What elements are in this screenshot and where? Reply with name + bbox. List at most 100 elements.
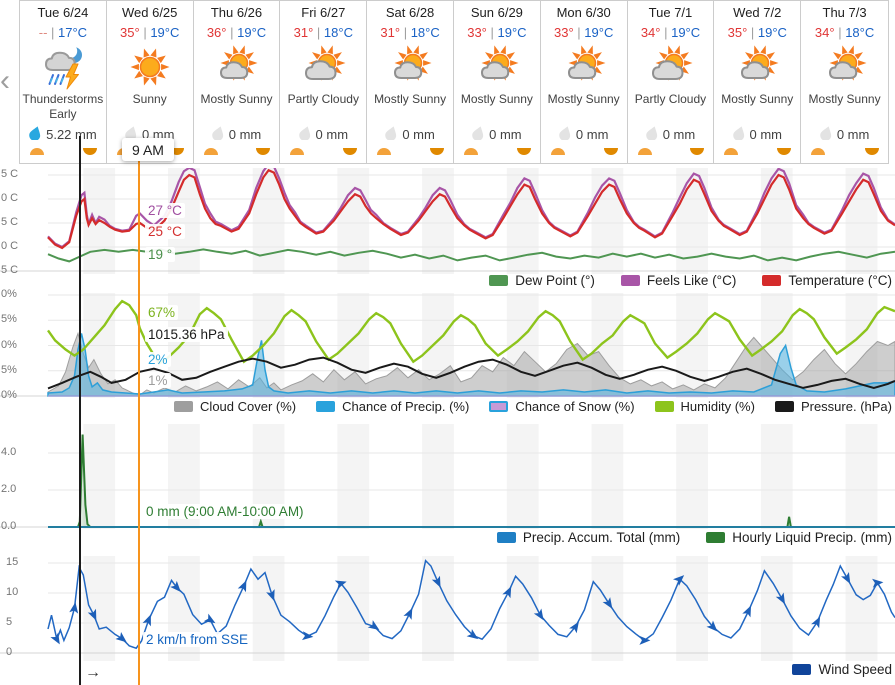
sunrise-icon xyxy=(724,148,739,155)
legend-swatch xyxy=(774,401,794,412)
wind-arrow-marker xyxy=(266,589,275,602)
hover-value-chip: 1015.36 hPa xyxy=(145,327,228,342)
pressure-line xyxy=(47,356,895,390)
legend-item[interactable]: Wind Speed xyxy=(792,662,892,677)
raindrop-icon xyxy=(472,125,485,143)
forecast-card-sat-6-28[interactable]: Sat 6/28 31° | 18°C Mostly Sunny 0 mm xyxy=(367,1,454,163)
card-condition: Mostly Sunny xyxy=(460,92,533,106)
card-sun-markers xyxy=(367,145,453,159)
forecast-card-tue-7-1[interactable]: Tue 7/1 34° | 19°C Partly Cloudy 0 mm xyxy=(628,1,715,163)
hover-value-chip: 2 km/h from SSE xyxy=(143,632,252,647)
card-precip: 0 mm xyxy=(732,125,783,143)
card-condition: Mostly Sunny xyxy=(374,92,447,106)
legend-item[interactable]: Humidity (%) xyxy=(654,399,755,414)
card-precip: 0 mm xyxy=(125,125,175,143)
legend-label: Chance of Precip. (%) xyxy=(342,399,470,414)
precip-amount: 0 mm xyxy=(315,126,349,142)
precip-amount: 0 mm xyxy=(662,126,696,142)
day-band xyxy=(337,556,370,661)
legend-item[interactable]: Chance of Precip. (%) xyxy=(316,399,469,414)
raindrop-icon xyxy=(645,125,659,143)
card-condition: Mostly Sunny xyxy=(721,92,794,106)
legend-item[interactable]: Pressure. (hPa) xyxy=(774,399,892,414)
legend-item[interactable]: Chance of Snow (%) xyxy=(489,399,635,414)
mostly-sunny-icon xyxy=(213,44,259,90)
precip-amount: 0 mm xyxy=(836,126,870,142)
forecast-card-mon-6-30[interactable]: Mon 6/30 33° | 19°C Mostly Sunny 0 mm xyxy=(541,1,628,163)
chart-humidity-pressure[interactable] xyxy=(0,293,895,398)
wind-direction-arrow-icon: → xyxy=(85,664,101,681)
y-axis-label: 0% xyxy=(1,338,17,351)
hover-value-chip: 0 mm (9:00 AM-10:00 AM) xyxy=(143,504,307,519)
precip-amount: 0 mm xyxy=(141,126,175,142)
chart-temperature[interactable] xyxy=(0,168,895,274)
chart-wind[interactable] xyxy=(0,556,895,661)
day-band xyxy=(83,556,116,661)
wind-arrow-marker xyxy=(502,586,512,599)
day-band xyxy=(506,424,539,529)
legend-item[interactable]: Feels Like (°C) xyxy=(620,273,736,288)
forecast-card-sun-6-29[interactable]: Sun 6/29 33° | 19°C Mostly Sunny 0 mm xyxy=(454,1,541,163)
low-temp: 19°C xyxy=(671,25,701,40)
partly-cloudy-icon xyxy=(300,44,346,90)
legend-label: Wind Speed xyxy=(818,662,892,677)
legend-label: Dew Point (°) xyxy=(515,273,595,288)
forecast-card-thu-7-3[interactable]: Thu 7/3 34° | 18°C Mostly Sunny 0 mm xyxy=(801,1,888,163)
legend-item[interactable]: Temperature (°C) xyxy=(762,273,892,288)
y-axis-label: 5% xyxy=(1,363,17,376)
sunrise-icon xyxy=(550,148,565,155)
card-condition: Partly Cloudy xyxy=(287,92,359,106)
raindrop-icon xyxy=(732,125,746,143)
day-band xyxy=(591,556,624,661)
wind-arrow-marker xyxy=(466,629,479,640)
forecast-card-wed-7-2[interactable]: Wed 7/2 35° | 19°C Mostly Sunny 0 mm xyxy=(714,1,802,163)
temp-separator: | xyxy=(400,25,411,40)
card-temps: 31° | 18°C xyxy=(294,25,353,43)
forecast-card-thu-6-26[interactable]: Thu 6/26 36° | 19°C Mostly Sunny 0 mm xyxy=(194,1,281,163)
partly-cloudy-icon xyxy=(647,44,693,90)
card-date: Thu 6/26 xyxy=(210,5,263,20)
legend-label: Precip. Accum. Total (mm) xyxy=(522,530,681,545)
y-axis-label: 5 C xyxy=(1,264,19,276)
day-band xyxy=(845,424,878,529)
hover-line xyxy=(138,152,140,685)
temp-separator: | xyxy=(47,25,59,40)
legend-item[interactable]: Hourly Liquid Precip. (mm) xyxy=(706,530,892,545)
high-temp: 35° xyxy=(120,25,140,40)
low-temp: 17°C xyxy=(58,25,88,40)
sunrise-icon xyxy=(811,148,826,155)
thunderstorm-icon xyxy=(40,43,86,90)
card-condition: Partly Cloudy xyxy=(634,92,707,106)
carousel-prev-icon[interactable]: ‹ xyxy=(0,64,10,97)
card-sun-markers xyxy=(801,145,888,159)
precip-amount: 0 mm xyxy=(575,126,609,142)
wind-arrow-marker xyxy=(841,572,851,584)
sunny-icon xyxy=(127,44,173,90)
card-sun-markers xyxy=(194,145,280,159)
low-temp: 19°C xyxy=(757,25,787,40)
day-band xyxy=(591,424,624,529)
forecast-card-wed-6-25[interactable]: Wed 6/25 35° | 19°C Sunny 0 mm xyxy=(107,1,194,163)
high-temp: 31° xyxy=(380,25,401,40)
card-date: Mon 6/30 xyxy=(556,5,611,20)
precip-amount: 0 mm xyxy=(749,126,783,142)
card-date: Tue 6/24 xyxy=(37,5,89,20)
forecast-card-fri-6-27[interactable]: Fri 6/27 31° | 18°C Partly Cloudy 0 mm xyxy=(280,1,368,163)
legend-item[interactable]: Dew Point (°) xyxy=(489,273,595,288)
legend-item[interactable]: Precip. Accum. Total (mm) xyxy=(496,530,681,545)
card-condition: Thunderstorms Early xyxy=(22,92,104,121)
chart-precipitation[interactable] xyxy=(0,424,895,529)
wind-arrow-marker xyxy=(602,597,613,609)
temp-separator: | xyxy=(226,25,238,40)
wind-arrow-marker xyxy=(142,614,151,627)
wind-arrow-marker xyxy=(639,635,651,645)
forecast-card-tue-6-24[interactable]: Tue 6/24 -- | 17°C Thunderstorms Early 5… xyxy=(20,1,107,163)
hover-value-chip: 67% xyxy=(145,305,179,320)
day-band xyxy=(676,424,708,529)
legend-item[interactable]: Cloud Cover (%) xyxy=(174,399,296,414)
legend-swatch xyxy=(174,401,194,412)
wind-arrow-marker xyxy=(533,608,544,621)
legend-humidity-pressure: Cloud Cover (%) Chance of Precip. (%) Chan… xyxy=(154,399,892,414)
hover-value-chip: 27 °C xyxy=(145,203,185,218)
y-axis-label: 5 C xyxy=(1,216,19,228)
